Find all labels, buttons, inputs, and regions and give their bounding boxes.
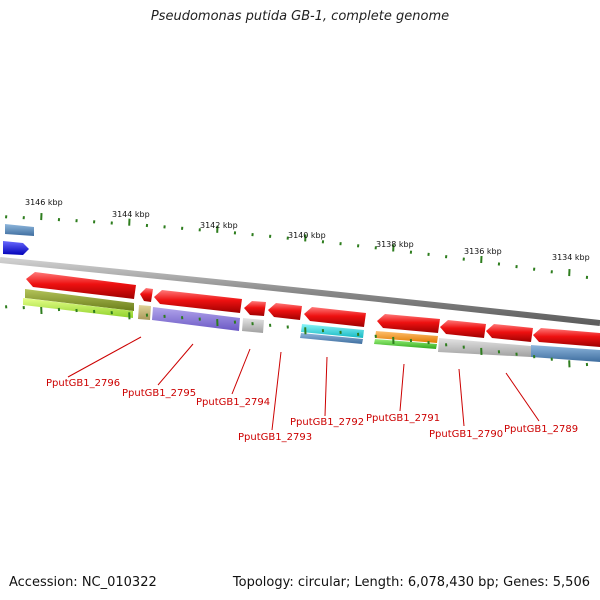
annotation-track bbox=[23, 289, 600, 362]
gene-label: PputGB1_2790 bbox=[429, 429, 503, 440]
gene-label: PputGB1_2795 bbox=[122, 388, 196, 399]
tan-feature bbox=[138, 305, 151, 320]
cyan-feature bbox=[301, 324, 364, 338]
cds-track bbox=[26, 272, 600, 347]
gene-label: PputGB1_2793 bbox=[238, 432, 312, 443]
cds-arrow bbox=[304, 307, 366, 327]
kbp-label: 3134 kbp bbox=[552, 253, 590, 262]
lower-scale-ticks bbox=[5, 305, 589, 368]
leader-line bbox=[399, 363, 405, 412]
orange-feature bbox=[375, 331, 438, 343]
olive-feature bbox=[25, 289, 134, 311]
leader-line bbox=[67, 336, 142, 378]
leader-line bbox=[324, 356, 328, 417]
leader-line bbox=[157, 343, 194, 386]
cds-arrow bbox=[486, 324, 533, 342]
label-leaders bbox=[67, 336, 540, 431]
lime-feature bbox=[23, 298, 133, 318]
blue-strand-arrow bbox=[3, 241, 29, 255]
genome-backbone bbox=[0, 257, 600, 326]
cds-arrow bbox=[244, 301, 266, 316]
accession-text: Accession: NC_010322 bbox=[9, 575, 157, 590]
kbp-labels: 3146 kbp 3144 kbp 3142 kbp 3140 kbp 3138… bbox=[25, 198, 590, 262]
kbp-label: 3138 kbp bbox=[376, 240, 414, 249]
cds-arrow bbox=[533, 328, 600, 347]
gene-label: PputGB1_2789 bbox=[504, 424, 578, 435]
cds-arrow bbox=[268, 303, 302, 320]
steel-feature bbox=[300, 333, 363, 344]
cds-arrow bbox=[377, 314, 440, 333]
kbp-label: 3136 kbp bbox=[464, 247, 502, 256]
gray-feature bbox=[242, 318, 264, 333]
kbp-label: 3146 kbp bbox=[25, 198, 63, 207]
kbp-label: 3140 kbp bbox=[288, 231, 326, 240]
kbp-label: 3144 kbp bbox=[112, 210, 150, 219]
map-title: Pseudomonas putida GB-1, complete genome bbox=[150, 9, 450, 24]
steel-feature bbox=[5, 224, 34, 236]
upper-scale-ticks bbox=[5, 213, 589, 279]
gene-label: PputGB1_2791 bbox=[366, 413, 440, 424]
cds-arrow bbox=[440, 320, 486, 338]
leader-line bbox=[231, 348, 251, 395]
kbp-label: 3142 kbp bbox=[200, 221, 238, 230]
leader-line bbox=[271, 351, 282, 431]
gene-label: PputGB1_2796 bbox=[46, 378, 120, 389]
upper-left-features bbox=[3, 224, 34, 255]
cds-arrow bbox=[26, 272, 136, 299]
cds-arrow bbox=[154, 290, 242, 313]
gray-feature bbox=[438, 338, 531, 357]
genome-summary-text: Topology: circular; Length: 6,078,430 bp… bbox=[232, 575, 590, 590]
leader-line bbox=[505, 372, 540, 422]
gene-label: PputGB1_2792 bbox=[290, 417, 364, 428]
steel-feature bbox=[531, 345, 600, 362]
leader-line bbox=[458, 368, 465, 427]
cds-arrow bbox=[140, 288, 153, 302]
gene-labels: PputGB1_2796 PputGB1_2795 PputGB1_2794 P… bbox=[46, 378, 578, 443]
green-feature bbox=[374, 339, 437, 349]
gene-label: PputGB1_2794 bbox=[196, 397, 270, 408]
